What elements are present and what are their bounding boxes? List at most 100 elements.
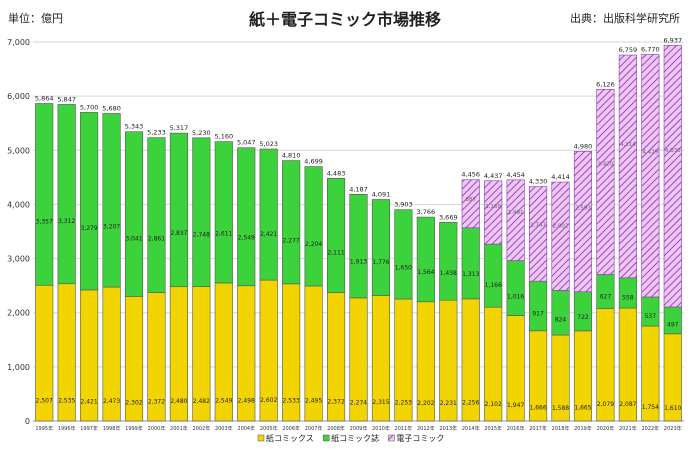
x-tick-label: 2010年: [372, 425, 390, 432]
bar-segment: [618, 277, 637, 309]
bar-segment: [192, 137, 211, 287]
bar-value-label: 2,421: [81, 398, 98, 405]
bar-segment: [214, 141, 233, 284]
bar-value-label: 2,253: [395, 400, 412, 407]
bar-value-label: 3,279: [81, 225, 98, 232]
x-tick-label: 2018年: [552, 425, 570, 432]
bar-total-label: 5,160: [215, 133, 234, 141]
bar-segment: [529, 186, 548, 282]
bar-value-label: 2,111: [327, 250, 344, 257]
bar-value-label: 2,315: [372, 399, 389, 406]
bar-total-label: 4,187: [349, 185, 368, 193]
bar-value-label: 722: [577, 314, 589, 321]
bar-value-label: 4,114: [620, 142, 636, 148]
bar-total-label: 5,864: [35, 95, 54, 103]
bar-segment: [349, 194, 368, 299]
bar-total-label: 4,483: [327, 169, 346, 177]
source-label: 出典：出版科学研究所: [570, 12, 680, 25]
y-tick-label: 2,000: [7, 309, 30, 318]
bar-segment: [618, 54, 637, 279]
bar-segment: [596, 274, 615, 309]
bar-segment: [551, 181, 570, 291]
x-tick-label: 2021年: [619, 425, 637, 432]
bar-value-label: 1,776: [372, 259, 389, 266]
bar-value-label: 3,207: [103, 223, 120, 230]
x-tick-label: 2020年: [597, 425, 615, 432]
bar-segment: [394, 209, 413, 300]
legend-swatch: [322, 434, 330, 442]
bar-value-label: 2,204: [305, 241, 322, 248]
y-tick-label: 5,000: [7, 146, 30, 155]
bar-value-label: 2,495: [305, 398, 322, 405]
legend-swatch: [388, 434, 395, 442]
bar-value-label: 3,357: [36, 219, 53, 226]
bar-total-label: 4,437: [484, 172, 503, 180]
bar-total-label: 4,980: [574, 142, 593, 150]
bar-value-label: 497: [667, 321, 679, 328]
bar-value-label: 2,480: [170, 398, 187, 405]
bar-total-label: 6,759: [619, 46, 638, 54]
bar-value-label: 2,079: [597, 401, 614, 408]
x-tick-label: 2001年: [170, 425, 188, 432]
x-tick-label: 2022年: [641, 425, 659, 432]
y-tick-label: 7,000: [7, 38, 30, 47]
bar-total-label: 5,023: [259, 140, 278, 148]
bar-value-label: 2,421: [260, 231, 277, 238]
bar-segment: [641, 296, 660, 327]
bar-value-label: 887: [465, 197, 476, 203]
bar-segment: [237, 147, 256, 287]
chart-title: 紙＋電子コミック市場推移: [248, 10, 441, 29]
bar-segment: [371, 199, 391, 296]
bar-total-label: 4,414: [551, 173, 570, 181]
bar-value-label: 1,610: [664, 405, 681, 412]
bar-total-label: 6,126: [596, 80, 615, 88]
bar-total-label: 5,847: [57, 95, 76, 103]
bar-total-label: 6,770: [641, 45, 660, 53]
bar-value-label: 2,602: [260, 397, 277, 404]
bar-value-label: 4,830: [665, 148, 681, 154]
x-tick-label: 1999年: [125, 425, 143, 432]
bar-segment: [506, 179, 525, 261]
bar-total-label: 5,233: [147, 129, 166, 137]
x-tick-label: 2005年: [260, 425, 278, 432]
bar-value-label: 2,302: [125, 399, 142, 406]
bar-value-label: 1,438: [440, 270, 457, 277]
bar-segment: [57, 104, 76, 285]
bar-value-label: 537: [645, 313, 657, 320]
y-tick-label: 4,000: [7, 200, 30, 209]
bar-segment: [529, 280, 548, 332]
bar-value-label: 2,231: [440, 400, 457, 407]
bar-value-label: 2,533: [283, 397, 300, 404]
x-tick-label: 1996年: [58, 425, 76, 432]
bar-value-label: 1,650: [395, 265, 412, 272]
x-tick-label: 2002年: [192, 425, 210, 432]
bar-total-label: 4,810: [282, 152, 301, 160]
y-tick-label: 1,000: [7, 363, 30, 372]
bar-segment: [573, 291, 593, 332]
bar-segment: [439, 222, 458, 301]
bar-segment: [551, 290, 570, 336]
bar-value-label: 2,593: [575, 206, 591, 212]
x-tick-label: 2004年: [237, 425, 255, 432]
bar-value-label: 2,002: [553, 223, 569, 229]
bar-value-label: 2,202: [417, 400, 434, 407]
x-tick-label: 2003年: [215, 425, 233, 432]
bar-segment: [124, 131, 144, 297]
bar-segment: [35, 103, 54, 286]
bar-total-label: 4,454: [506, 171, 525, 179]
x-tick-label: 2006年: [282, 425, 300, 432]
bar-segment: [663, 45, 682, 308]
bar-segment: [282, 160, 301, 285]
bar-value-label: 2,549: [215, 397, 232, 404]
bar-segment: [304, 166, 323, 287]
bar-value-label: 2,507: [36, 398, 53, 405]
x-tick-label: 2016年: [507, 425, 525, 432]
bar-value-label: 2,861: [148, 235, 165, 242]
bar-value-label: 3,041: [125, 236, 142, 243]
x-tick-label: 2009年: [350, 425, 368, 432]
bar-value-label: 4,479: [642, 149, 658, 155]
x-tick-label: 2019年: [574, 425, 592, 432]
x-tick-label: 2012年: [417, 425, 435, 432]
bar-value-label: 824: [555, 316, 567, 323]
x-tick-label: 1998年: [103, 425, 121, 432]
